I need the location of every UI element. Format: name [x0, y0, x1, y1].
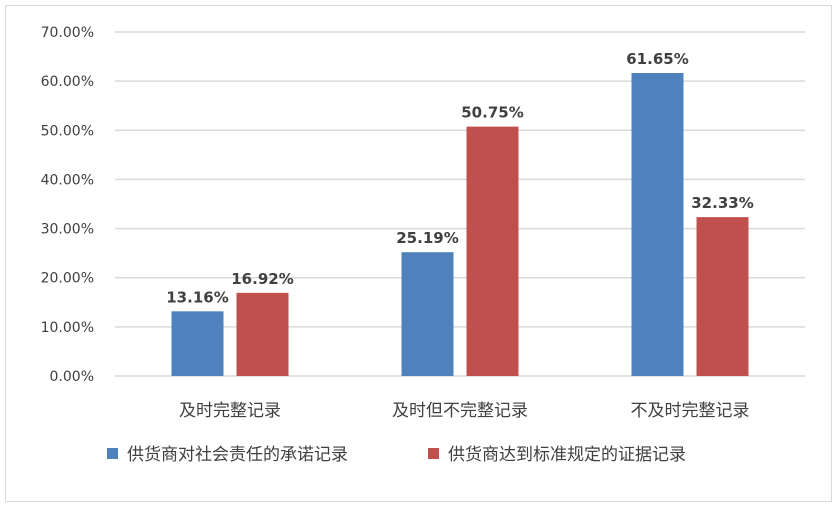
data-label: 61.65%: [626, 50, 688, 68]
y-tick-label: 30.00%: [41, 222, 94, 238]
legend-label: 供货商达到标准规定的证据记录: [448, 445, 686, 465]
x-category-label: 及时完整记录: [179, 401, 281, 421]
bars: [171, 73, 749, 376]
x-category-label: 不及时完整记录: [631, 401, 750, 421]
bar-series-0-cat-0: [171, 311, 224, 376]
bar-series-1-cat-2: [696, 217, 749, 376]
bar-series-0-cat-1: [401, 252, 454, 376]
y-tick-label: 20.00%: [41, 271, 94, 287]
y-tick-label: 0.00%: [50, 369, 94, 385]
y-tick-label: 40.00%: [41, 172, 94, 188]
data-labels: 13.16%16.92% 25.19% 50.75% 61.65% 32.33%: [166, 50, 753, 306]
data-label: 13.16%: [166, 288, 228, 306]
gridlines: [115, 31, 805, 377]
data-label: 32.33%: [691, 194, 753, 212]
bar-series-1-cat-0: [236, 292, 289, 376]
bar-series-1-cat-1: [466, 126, 519, 376]
x-axis-categories: 及时完整记录 及时但不完整记录 不及时完整记录: [179, 401, 750, 421]
legend: 供货商对社会责任的承诺记录 供货商达到标准规定的证据记录: [107, 445, 686, 465]
legend-swatch: [428, 448, 439, 459]
legend-label: 供货商对社会责任的承诺记录: [127, 445, 348, 465]
bar-series-0-cat-2: [631, 73, 684, 376]
y-tick-label: 60.00%: [41, 74, 94, 90]
data-label: 25.19%: [396, 229, 458, 247]
data-label: 50.75%: [461, 104, 523, 122]
y-tick-label: 50.00%: [41, 123, 94, 139]
y-axis-ticks: 0.00% 10.00% 20.00% 30.00% 40.00% 50.00% 60.00…: [41, 25, 94, 385]
y-tick-label: 70.00%: [41, 25, 94, 41]
x-category-label: 及时但不完整记录: [392, 401, 528, 421]
y-tick-label: 10.00%: [41, 320, 94, 336]
data-label: 16.92%: [231, 270, 293, 288]
legend-swatch: [107, 448, 118, 459]
